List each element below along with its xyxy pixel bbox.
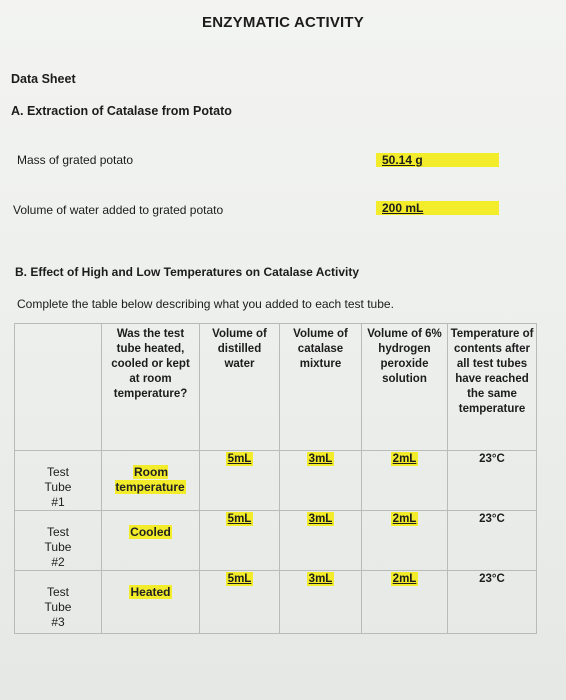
- row-label: Test Tube #2: [14, 510, 102, 571]
- condition-value: Heated: [129, 585, 172, 599]
- temperature-cell[interactable]: 23°C: [447, 510, 537, 571]
- water-cell[interactable]: 5mL: [199, 450, 280, 511]
- catalase-volume: 3mL: [306, 452, 335, 466]
- water-cell[interactable]: 5mL: [199, 570, 280, 634]
- water-cell[interactable]: 5mL: [199, 510, 280, 571]
- section-a-heading: A. Extraction of Catalase from Potato: [11, 104, 232, 118]
- peroxide-volume: 2mL: [390, 452, 419, 466]
- peroxide-volume: 2mL: [390, 512, 419, 526]
- mass-field[interactable]: 50.14 g: [376, 153, 499, 167]
- water-field[interactable]: 200 mL: [376, 201, 499, 215]
- condition-cell[interactable]: Heated: [101, 570, 200, 634]
- column-header-water: Volume of distilled water: [199, 323, 280, 451]
- water-volume: 5mL: [225, 452, 254, 466]
- table-row: Test Tube #1 Room temperature 5mL 3mL 2m…: [14, 450, 537, 511]
- column-header-peroxide: Volume of 6% hydrogen peroxide solution: [361, 323, 448, 451]
- column-header-catalase: Volume of catalase mixture: [279, 323, 362, 451]
- row-label: Test Tube #3: [14, 570, 102, 634]
- mass-label: Mass of grated potato: [17, 153, 134, 167]
- peroxide-cell[interactable]: 2mL: [361, 450, 448, 511]
- column-header-temperature: Temperature of contents after all test t…: [447, 323, 537, 451]
- table-header-row: Was the test tube heated, cooled or kept…: [14, 323, 537, 451]
- peroxide-cell[interactable]: 2mL: [361, 570, 448, 634]
- data-table: Was the test tube heated, cooled or kept…: [14, 323, 537, 634]
- mass-value: 50.14 g: [382, 153, 423, 167]
- catalase-volume: 3mL: [306, 512, 335, 526]
- temperature-value: 23°C: [479, 453, 505, 465]
- page-title: ENZYMATIC ACTIVITY: [202, 14, 364, 31]
- catalase-cell[interactable]: 3mL: [279, 450, 362, 511]
- temperature-value: 23°C: [479, 573, 505, 585]
- catalase-cell[interactable]: 3mL: [279, 570, 362, 634]
- water-value: 200 mL: [382, 201, 424, 215]
- temperature-value: 23°C: [479, 513, 505, 525]
- temperature-cell[interactable]: 23°C: [447, 570, 537, 634]
- condition-cell[interactable]: Room temperature: [101, 450, 200, 511]
- condition-value: Room temperature: [115, 465, 186, 494]
- column-header-condition: Was the test tube heated, cooled or kept…: [101, 323, 200, 451]
- row-label: Test Tube #1: [14, 450, 102, 511]
- table-row: Test Tube #2 Cooled 5mL 3mL 2mL 23°C: [14, 510, 537, 571]
- peroxide-cell[interactable]: 2mL: [361, 510, 448, 571]
- column-header-tube: [14, 323, 102, 451]
- water-volume: 5mL: [225, 572, 254, 586]
- data-sheet-heading: Data Sheet: [11, 72, 76, 86]
- temperature-cell[interactable]: 23°C: [447, 450, 537, 511]
- table-row: Test Tube #3 Heated 5mL 3mL 2mL 23°C: [14, 570, 537, 634]
- peroxide-volume: 2mL: [390, 572, 419, 586]
- table-instruction: Complete the table below describing what…: [17, 297, 394, 311]
- condition-value: Cooled: [129, 525, 172, 539]
- section-b-heading: B. Effect of High and Low Temperatures o…: [15, 265, 360, 279]
- catalase-volume: 3mL: [306, 572, 335, 586]
- water-label: Volume of water added to grated potato: [13, 203, 224, 217]
- water-volume: 5mL: [225, 512, 254, 526]
- condition-cell[interactable]: Cooled: [101, 510, 200, 571]
- catalase-cell[interactable]: 3mL: [279, 510, 362, 571]
